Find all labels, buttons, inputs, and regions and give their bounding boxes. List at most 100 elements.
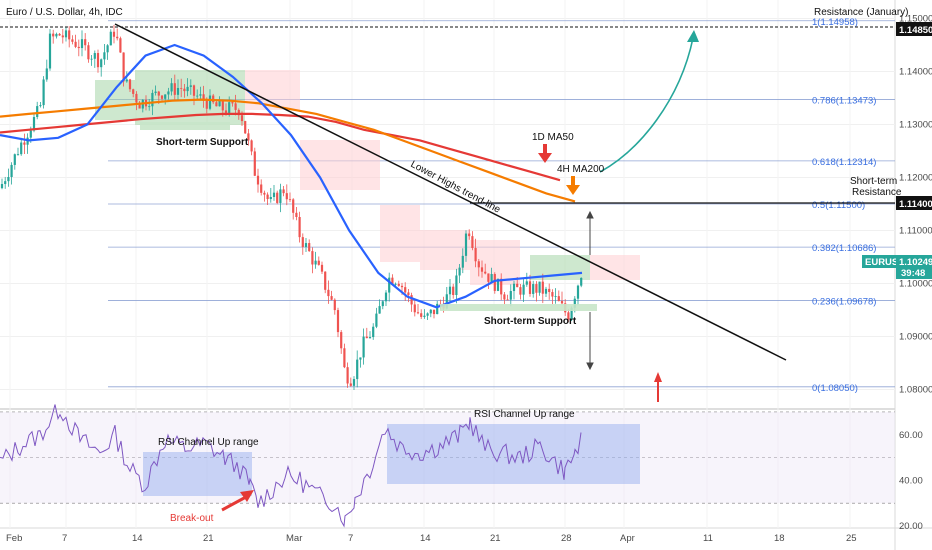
candle-body xyxy=(356,359,359,380)
candle-body xyxy=(234,103,237,110)
time-tick-label: 21 xyxy=(203,533,214,544)
candle-body xyxy=(231,102,234,104)
candle-body xyxy=(560,301,564,304)
candle-body xyxy=(311,251,314,265)
candle-body xyxy=(522,284,525,295)
candle-body xyxy=(16,154,20,155)
short-term-support-box xyxy=(440,304,597,311)
breakout-arrow-head xyxy=(240,490,254,502)
moving-averages xyxy=(0,43,583,309)
candle-body xyxy=(407,292,410,296)
candle-body xyxy=(279,189,282,203)
candle-body xyxy=(221,101,224,111)
ma50-label: 1D MA50 xyxy=(532,132,574,143)
candle-body xyxy=(448,286,452,295)
rsi-axis[interactable]: 60.00 40.00 20.00 xyxy=(899,430,923,532)
candle-body xyxy=(295,212,298,218)
candle-body xyxy=(580,277,583,286)
support-label-1: Short-term Support xyxy=(156,137,249,148)
candle-body xyxy=(292,199,295,213)
rsi-pane[interactable] xyxy=(0,410,895,528)
candle-body xyxy=(349,383,352,386)
candle-body xyxy=(176,87,180,95)
candle-body xyxy=(228,102,231,113)
chart-title: Euro / U.S. Dollar, 4h, IDC xyxy=(6,7,123,18)
candle-body xyxy=(154,91,157,93)
price-tick-label: 1.08000 xyxy=(899,384,932,395)
candle-body xyxy=(423,315,426,317)
candle-body xyxy=(346,367,349,384)
candle-body xyxy=(32,117,36,131)
svg-text:1.14850: 1.14850 xyxy=(899,25,932,36)
candle-body xyxy=(320,264,324,272)
candle-body xyxy=(324,271,327,290)
price-axis[interactable]: 1.15000 1.14000 1.13000 1.12000 1.11000 1.100… xyxy=(899,14,932,396)
breakout-label: Break-out xyxy=(170,513,214,524)
cloud-segment xyxy=(245,70,300,110)
candle-body xyxy=(116,36,119,39)
candle-body xyxy=(336,310,340,333)
candle-body xyxy=(541,281,544,294)
candle-body xyxy=(157,91,160,96)
candle-body xyxy=(416,312,420,314)
candle-body xyxy=(196,95,199,97)
candle-body xyxy=(112,31,116,37)
time-tick-label: 14 xyxy=(132,533,143,544)
rsi-tick-label: 40.00 xyxy=(899,475,923,486)
time-tick-label: 7 xyxy=(348,533,353,544)
candle-body xyxy=(180,87,183,89)
candle-body xyxy=(183,88,186,92)
measured-move-arrows xyxy=(586,210,594,371)
candle-body xyxy=(413,304,416,313)
candle-body xyxy=(68,30,71,40)
time-axis[interactable]: Feb 7 14 21 Mar 7 14 21 28 Apr 11 18 25 xyxy=(6,533,857,544)
candle-body xyxy=(237,109,240,116)
candle-body xyxy=(151,92,154,107)
candle-body xyxy=(471,236,474,249)
short-term-resistance-label-1: Short-term xyxy=(850,176,897,187)
candle-body xyxy=(544,288,548,294)
svg-text:1.11400: 1.11400 xyxy=(899,199,932,210)
projection-arrow-head xyxy=(687,30,699,42)
candle-body xyxy=(42,79,45,106)
candle-body xyxy=(436,303,439,315)
candle-body xyxy=(519,287,522,295)
cloud-segment xyxy=(95,80,135,120)
candle-body xyxy=(551,292,554,297)
candle-body xyxy=(189,85,192,87)
candle-body xyxy=(119,38,122,53)
price-tick-label: 1.10000 xyxy=(899,278,932,289)
candle-body xyxy=(4,181,7,185)
price-tick-label: 1.15000 xyxy=(899,14,932,25)
candle-body xyxy=(468,233,471,237)
candle-body xyxy=(420,313,423,317)
cloud-segment xyxy=(300,140,380,190)
candle-body xyxy=(365,336,368,339)
candle-body xyxy=(368,337,372,339)
short-term-resistance-price-tag: 1.11400 xyxy=(896,196,932,210)
candle-body xyxy=(77,46,80,49)
candle-body xyxy=(512,283,516,292)
candle-body xyxy=(132,89,135,94)
candle-body xyxy=(394,283,397,285)
candle-body xyxy=(224,110,228,113)
candle-body xyxy=(535,284,538,293)
breakout-arrow xyxy=(221,495,247,512)
candle-body xyxy=(567,312,570,320)
resistance-price-tag: 1.14850 xyxy=(896,22,932,36)
support-label-2: Short-term Support xyxy=(484,316,577,327)
fib-label: 0.786(1.13473) xyxy=(812,95,876,106)
time-tick-label: 7 xyxy=(62,533,67,544)
candle-body xyxy=(128,79,132,90)
candle-body xyxy=(205,100,208,109)
rsi-channel-label-top: RSI Channel Up range xyxy=(474,409,575,420)
candle-body xyxy=(484,271,487,274)
candle-body xyxy=(138,102,141,109)
candle-body xyxy=(445,294,448,309)
candle-body xyxy=(109,31,112,46)
candle-body xyxy=(247,133,250,141)
price-tick-label: 1.11000 xyxy=(899,225,932,236)
candle-body xyxy=(548,288,551,293)
candle-body xyxy=(464,233,468,256)
